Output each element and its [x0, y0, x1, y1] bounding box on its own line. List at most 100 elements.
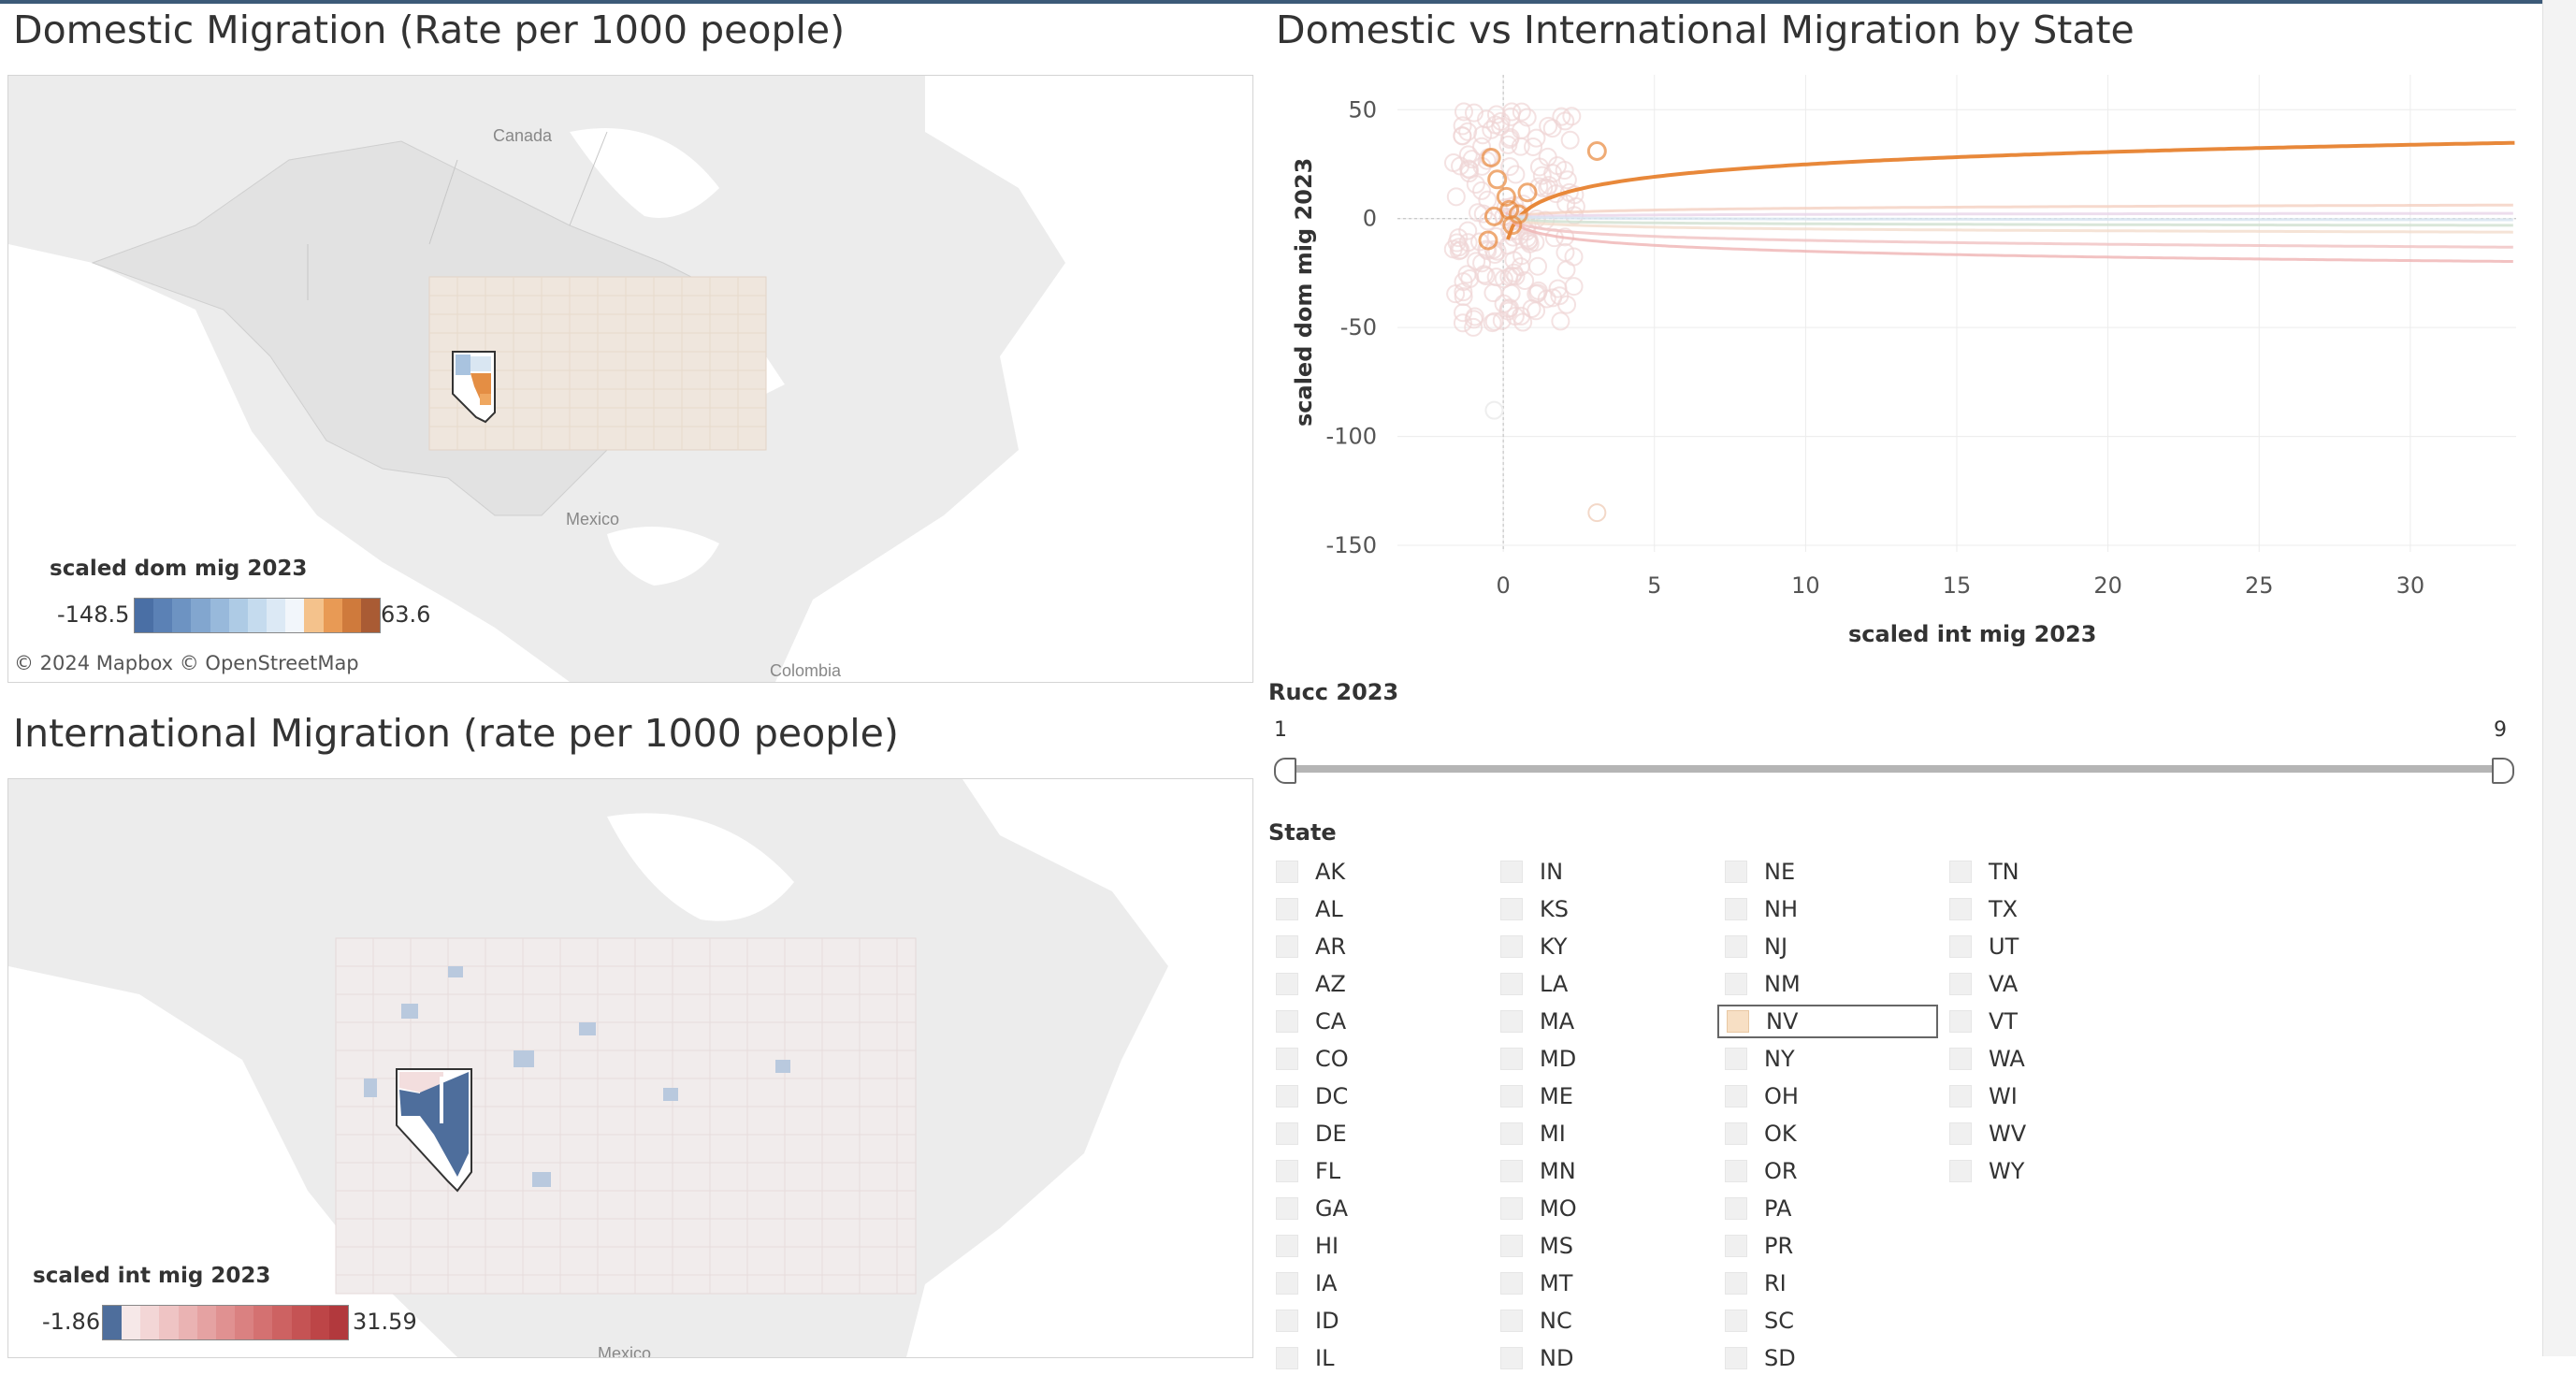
state-option-in[interactable]: IN — [1493, 855, 1714, 889]
state-option-tx[interactable]: TX — [1942, 892, 2163, 926]
state-option-ca[interactable]: CA — [1268, 1005, 1489, 1038]
state-checkbox[interactable] — [1276, 1310, 1298, 1332]
map-credits[interactable]: © 2024 Mapbox © OpenStreetMap — [14, 652, 359, 674]
rucc-slider-track[interactable] — [1283, 765, 2505, 773]
state-option-wi[interactable]: WI — [1942, 1079, 2163, 1113]
state-checkbox[interactable] — [1725, 1235, 1747, 1257]
state-checkbox[interactable] — [1500, 1085, 1523, 1107]
state-option-mi[interactable]: MI — [1493, 1117, 1714, 1151]
state-option-wv[interactable]: WV — [1942, 1117, 2163, 1151]
state-checkbox[interactable] — [1276, 1122, 1298, 1145]
state-checkbox[interactable] — [1276, 973, 1298, 995]
state-option-fl[interactable]: FL — [1268, 1154, 1489, 1188]
state-option-me[interactable]: ME — [1493, 1079, 1714, 1113]
state-option-mn[interactable]: MN — [1493, 1154, 1714, 1188]
state-checkbox[interactable] — [1276, 898, 1298, 920]
state-checkbox[interactable] — [1500, 1235, 1523, 1257]
state-option-ut[interactable]: UT — [1942, 930, 2163, 963]
state-option-nd[interactable]: ND — [1493, 1341, 1714, 1375]
state-checkbox[interactable] — [1949, 861, 1972, 883]
state-checkbox[interactable] — [1949, 1122, 1972, 1145]
state-filter-list[interactable]: AK AL AR AZ CA CO DC DE FL GA HI IA ID IL IN KS KY LA MA MD… — [1268, 855, 2531, 1371]
state-checkbox[interactable] — [1725, 935, 1747, 958]
state-option-nc[interactable]: NC — [1493, 1304, 1714, 1338]
state-checkbox[interactable] — [1949, 1085, 1972, 1107]
state-option-hi[interactable]: HI — [1268, 1229, 1489, 1263]
state-option-mt[interactable]: MT — [1493, 1266, 1714, 1300]
state-checkbox[interactable] — [1725, 1347, 1747, 1369]
state-option-sd[interactable]: SD — [1717, 1341, 1938, 1375]
state-checkbox[interactable] — [1500, 1347, 1523, 1369]
state-checkbox[interactable] — [1276, 1272, 1298, 1295]
state-option-vt[interactable]: VT — [1942, 1005, 2163, 1038]
state-checkbox[interactable] — [1500, 1122, 1523, 1145]
state-option-pa[interactable]: PA — [1717, 1192, 1938, 1225]
state-option-ne[interactable]: NE — [1717, 855, 1938, 889]
state-checkbox[interactable] — [1725, 898, 1747, 920]
state-option-al[interactable]: AL — [1268, 892, 1489, 926]
state-checkbox[interactable] — [1727, 1010, 1749, 1033]
state-checkbox[interactable] — [1725, 973, 1747, 995]
state-option-pr[interactable]: PR — [1717, 1229, 1938, 1263]
state-checkbox[interactable] — [1949, 898, 1972, 920]
state-option-nv[interactable]: NV — [1717, 1005, 1938, 1038]
state-option-co[interactable]: CO — [1268, 1042, 1489, 1076]
state-option-oh[interactable]: OH — [1717, 1079, 1938, 1113]
rucc-slider-max-handle[interactable] — [2492, 758, 2514, 784]
int-map-panel[interactable]: Mexico scaled int mig 2023 -1.86 31.59 — [7, 778, 1253, 1358]
state-checkbox[interactable] — [1725, 861, 1747, 883]
state-option-wa[interactable]: WA — [1942, 1042, 2163, 1076]
state-option-wy[interactable]: WY — [1942, 1154, 2163, 1188]
state-checkbox[interactable] — [1500, 1048, 1523, 1070]
state-option-az[interactable]: AZ — [1268, 967, 1489, 1001]
state-checkbox[interactable] — [1949, 1160, 1972, 1182]
state-option-ak[interactable]: AK — [1268, 855, 1489, 889]
state-option-nj[interactable]: NJ — [1717, 930, 1938, 963]
state-checkbox[interactable] — [1276, 861, 1298, 883]
state-checkbox[interactable] — [1949, 1010, 1972, 1033]
state-checkbox[interactable] — [1276, 1347, 1298, 1369]
scatter-plot-area[interactable]: 50 0 -50 -100 -150 0 5 10 15 20 25 30 — [1263, 65, 2535, 664]
state-checkbox[interactable] — [1500, 973, 1523, 995]
state-option-nm[interactable]: NM — [1717, 967, 1938, 1001]
state-checkbox[interactable] — [1949, 973, 1972, 995]
state-checkbox[interactable] — [1276, 1197, 1298, 1220]
rucc-slider-min-handle[interactable] — [1274, 758, 1296, 784]
state-option-ms[interactable]: MS — [1493, 1229, 1714, 1263]
state-checkbox[interactable] — [1500, 861, 1523, 883]
state-option-ky[interactable]: KY — [1493, 930, 1714, 963]
state-option-la[interactable]: LA — [1493, 967, 1714, 1001]
state-option-sc[interactable]: SC — [1717, 1304, 1938, 1338]
state-checkbox[interactable] — [1500, 1160, 1523, 1182]
state-checkbox[interactable] — [1276, 1160, 1298, 1182]
state-option-ma[interactable]: MA — [1493, 1005, 1714, 1038]
state-option-va[interactable]: VA — [1942, 967, 2163, 1001]
state-checkbox[interactable] — [1500, 1010, 1523, 1033]
state-option-ks[interactable]: KS — [1493, 892, 1714, 926]
dom-map-canvas[interactable] — [8, 76, 1252, 682]
state-option-or[interactable]: OR — [1717, 1154, 1938, 1188]
state-option-il[interactable]: IL — [1268, 1341, 1489, 1375]
state-checkbox[interactable] — [1725, 1160, 1747, 1182]
state-checkbox[interactable] — [1500, 1310, 1523, 1332]
state-checkbox[interactable] — [1500, 1272, 1523, 1295]
state-checkbox[interactable] — [1725, 1272, 1747, 1295]
state-option-ar[interactable]: AR — [1268, 930, 1489, 963]
state-option-ia[interactable]: IA — [1268, 1266, 1489, 1300]
state-checkbox[interactable] — [1500, 1197, 1523, 1220]
state-checkbox[interactable] — [1725, 1085, 1747, 1107]
state-option-de[interactable]: DE — [1268, 1117, 1489, 1151]
state-option-nh[interactable]: NH — [1717, 892, 1938, 926]
state-option-id[interactable]: ID — [1268, 1304, 1489, 1338]
state-checkbox[interactable] — [1500, 935, 1523, 958]
state-checkbox[interactable] — [1725, 1310, 1747, 1332]
state-option-ny[interactable]: NY — [1717, 1042, 1938, 1076]
state-option-md[interactable]: MD — [1493, 1042, 1714, 1076]
state-checkbox[interactable] — [1725, 1048, 1747, 1070]
state-option-dc[interactable]: DC — [1268, 1079, 1489, 1113]
state-option-tn[interactable]: TN — [1942, 855, 2163, 889]
state-checkbox[interactable] — [1500, 898, 1523, 920]
state-checkbox[interactable] — [1276, 935, 1298, 958]
state-option-ri[interactable]: RI — [1717, 1266, 1938, 1300]
int-map-canvas[interactable] — [8, 779, 1252, 1357]
